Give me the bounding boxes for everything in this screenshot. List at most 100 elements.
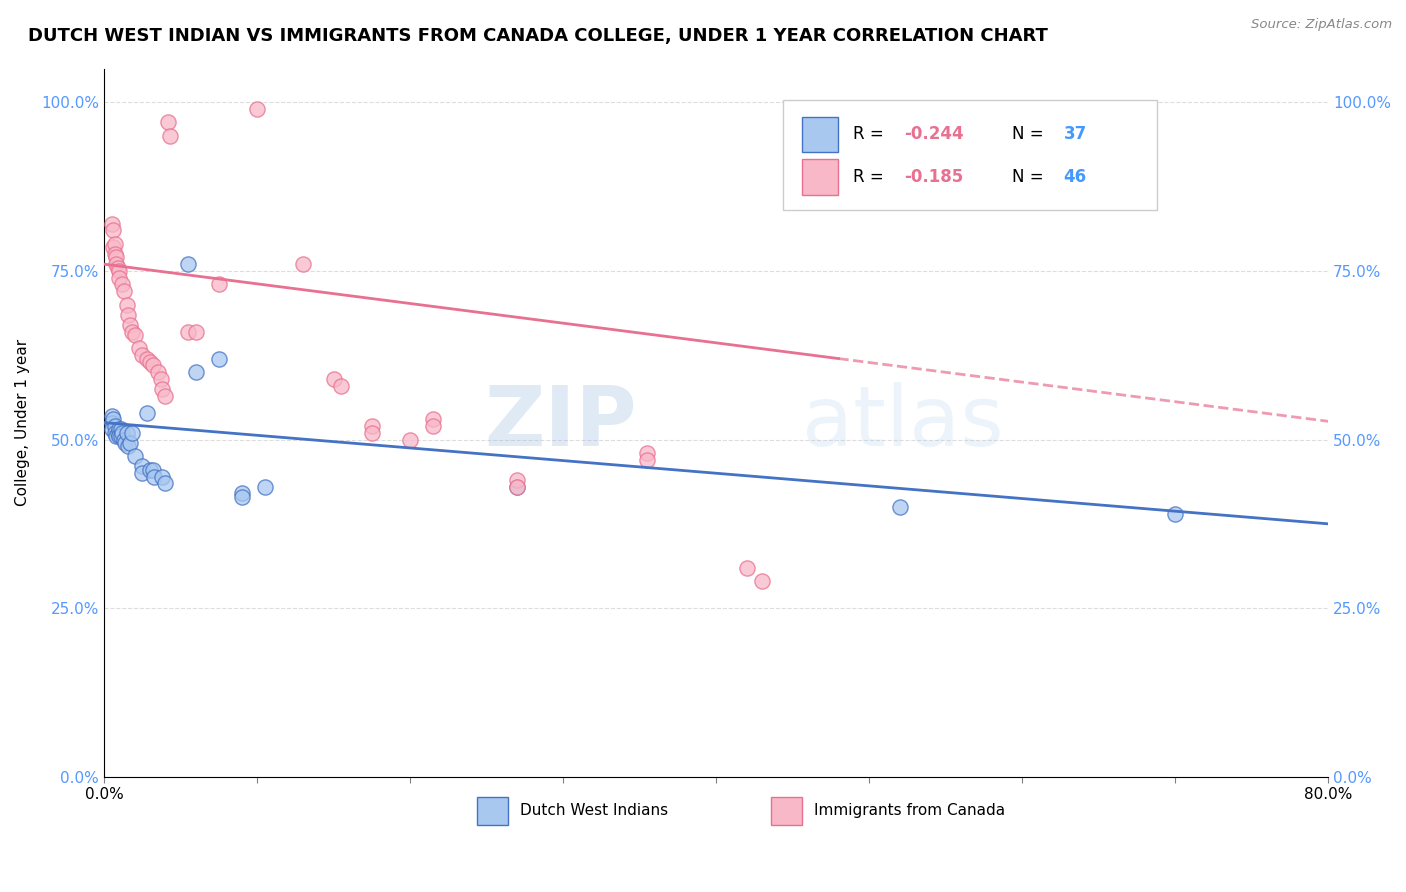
Point (184, 325, 207, 339)
Point (889, 500, 911, 514)
Point (636, 446, 658, 460)
Point (112, 284, 135, 298)
Text: 46: 46 (1064, 168, 1087, 186)
Text: N =: N = (1012, 168, 1049, 186)
Point (149, 372, 172, 386)
Point (135, 351, 157, 366)
Point (135, 405, 157, 419)
Point (506, 480, 529, 494)
Point (142, 463, 165, 477)
Text: ZIP: ZIP (484, 382, 637, 463)
Point (360, 419, 382, 434)
Point (735, 560, 758, 574)
Point (108, 270, 131, 285)
Point (143, 469, 166, 483)
Point (636, 452, 658, 467)
Point (246, 102, 269, 116)
Point (231, 490, 253, 504)
Point (124, 450, 146, 464)
Point (117, 439, 139, 453)
Bar (801, 117, 838, 153)
Point (139, 355, 162, 369)
Point (506, 480, 529, 494)
Point (100, 409, 122, 423)
Point (117, 308, 139, 322)
Bar (478, 797, 508, 825)
Point (121, 425, 143, 440)
Text: Source: ZipAtlas.com: Source: ZipAtlas.com (1251, 18, 1392, 31)
Point (751, 574, 773, 589)
Point (322, 372, 344, 386)
Point (291, 257, 314, 271)
Point (153, 389, 176, 403)
Bar (770, 797, 801, 825)
Point (121, 325, 143, 339)
Point (399, 433, 422, 447)
Point (124, 328, 146, 343)
Text: Immigrants from Canada: Immigrants from Canada (814, 803, 1005, 818)
Point (108, 422, 131, 436)
Point (112, 433, 135, 447)
Point (100, 416, 122, 430)
Point (231, 486, 253, 500)
Point (422, 412, 444, 426)
Point (146, 365, 169, 379)
Bar (783, 101, 1157, 211)
Point (128, 342, 150, 356)
Point (107, 260, 129, 275)
Text: atlas: atlas (801, 382, 1004, 463)
Point (118, 436, 141, 450)
Point (1164, 507, 1187, 521)
Point (506, 473, 529, 487)
Text: R =: R = (853, 168, 889, 186)
Text: 37: 37 (1064, 126, 1087, 144)
Point (104, 425, 127, 440)
Point (104, 236, 127, 251)
Point (150, 382, 173, 396)
Point (111, 277, 134, 292)
Point (105, 251, 128, 265)
Point (100, 217, 122, 231)
Point (101, 223, 124, 237)
Point (118, 318, 141, 332)
Point (153, 476, 176, 491)
Point (100, 422, 122, 436)
Text: DUTCH WEST INDIAN VS IMMIGRANTS FROM CANADA COLLEGE, UNDER 1 YEAR CORRELATION CH: DUTCH WEST INDIAN VS IMMIGRANTS FROM CAN… (28, 27, 1047, 45)
Point (110, 429, 132, 443)
Text: N =: N = (1012, 126, 1049, 144)
Point (208, 351, 231, 366)
Point (108, 264, 131, 278)
Text: Dutch West Indians: Dutch West Indians (520, 803, 668, 818)
Point (104, 247, 127, 261)
Point (107, 425, 129, 440)
Text: R =: R = (853, 126, 889, 144)
Point (422, 419, 444, 434)
Text: -0.244: -0.244 (904, 126, 965, 144)
Point (101, 240, 124, 254)
Point (101, 412, 124, 426)
Point (150, 469, 173, 483)
Point (131, 467, 153, 481)
Point (157, 115, 180, 129)
Point (104, 419, 127, 434)
Point (184, 365, 207, 379)
Point (330, 378, 353, 392)
Point (114, 436, 136, 450)
Bar (801, 159, 838, 194)
Point (253, 480, 276, 494)
Point (159, 128, 181, 143)
Point (110, 422, 132, 436)
Text: -0.185: -0.185 (904, 168, 965, 186)
Point (139, 463, 162, 477)
Point (360, 425, 382, 440)
Point (111, 425, 134, 440)
Point (208, 277, 231, 292)
Point (115, 297, 138, 311)
Point (131, 459, 153, 474)
Y-axis label: College, Under 1 year: College, Under 1 year (15, 339, 30, 506)
Point (105, 257, 128, 271)
Point (105, 429, 128, 443)
Point (131, 348, 153, 362)
Point (108, 429, 131, 443)
Point (142, 359, 165, 373)
